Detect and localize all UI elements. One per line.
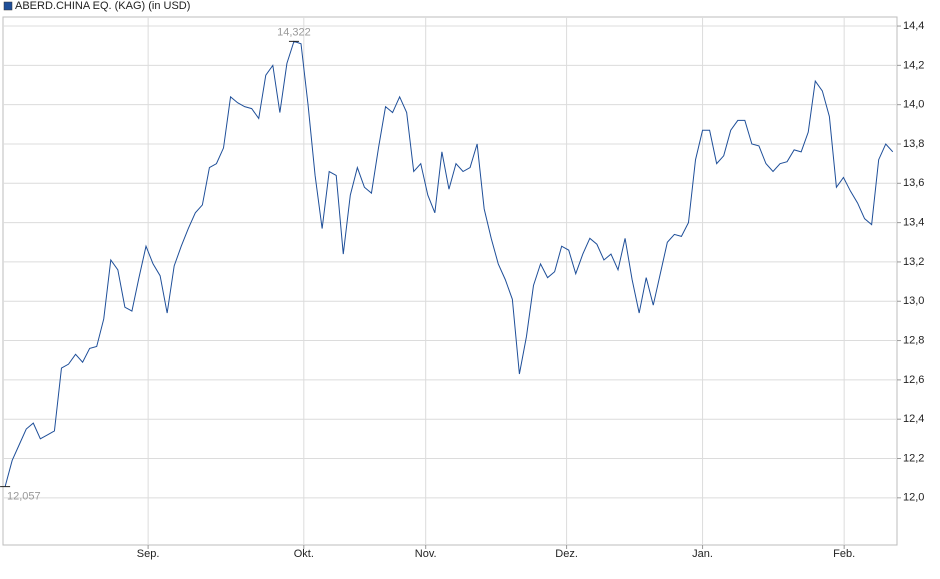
y-tick-label: 14,0 <box>903 99 924 111</box>
y-tick-label: 12,2 <box>903 452 924 464</box>
x-tick-label: Jan. <box>692 548 713 560</box>
x-tick-label: Okt. <box>294 548 314 560</box>
y-tick-label: 13,4 <box>903 217 924 229</box>
price-line <box>4 40 894 487</box>
legend-label: ABERD.CHINA EQ. (KAG) (in USD) <box>15 0 190 12</box>
y-tick-label: 12,8 <box>903 334 924 346</box>
legend-swatch <box>3 1 13 11</box>
x-tick-label: Feb. <box>833 548 855 560</box>
x-tick-label: Nov. <box>415 548 437 560</box>
annotation-label: 12,057 <box>7 491 41 503</box>
y-tick-label: 12,0 <box>903 492 924 504</box>
y-tick-label: 13,6 <box>903 177 924 189</box>
y-tick-label: 13,2 <box>903 256 924 268</box>
annotation-label: 14,322 <box>277 26 311 38</box>
x-tick-label: Sep. <box>137 548 160 560</box>
y-tick-label: 12,6 <box>903 374 924 386</box>
y-tick-label: 14,4 <box>903 20 924 32</box>
y-tick-label: 14,2 <box>903 59 924 71</box>
y-tick-label: 13,0 <box>903 295 924 307</box>
x-tick-label: Dez. <box>555 548 578 560</box>
y-tick-label: 13,8 <box>903 138 924 150</box>
y-tick-label: 12,4 <box>903 413 924 425</box>
plot-area <box>2 16 898 546</box>
